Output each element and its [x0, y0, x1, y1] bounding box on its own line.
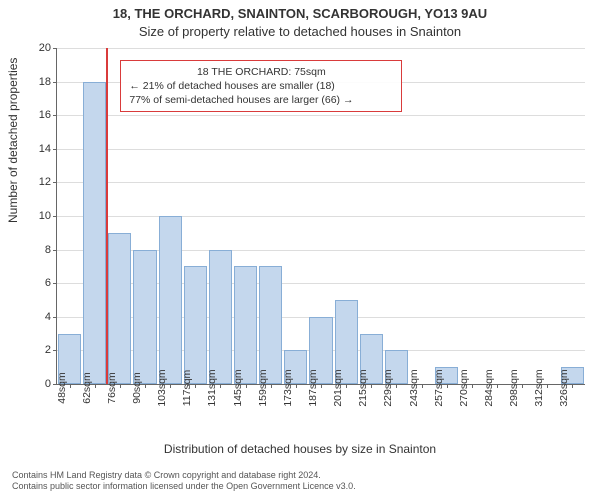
- attribution-line-1: Contains HM Land Registry data © Crown c…: [12, 470, 588, 481]
- histogram-bar: [209, 250, 232, 384]
- annotation-line: ← 21% of detached houses are smaller (18…: [129, 79, 393, 93]
- ytick-mark: [53, 82, 57, 83]
- xtick-label: 159sqm: [255, 369, 269, 406]
- histogram-bar: [234, 266, 257, 384]
- histogram-bar: [133, 250, 156, 384]
- ytick-mark: [53, 283, 57, 284]
- xtick-label: 173sqm: [280, 369, 294, 406]
- annotation-line: 18 THE ORCHARD: 75sqm: [129, 65, 393, 79]
- xtick-mark: [497, 384, 498, 388]
- xtick-label: 187sqm: [305, 369, 319, 406]
- xtick-label: 117sqm: [179, 370, 193, 407]
- xtick-mark: [296, 384, 297, 388]
- xtick-mark: [95, 384, 96, 388]
- annotation-box: 18 THE ORCHARD: 75sqm← 21% of detached h…: [120, 60, 402, 113]
- ytick-mark: [53, 350, 57, 351]
- xtick-label: 284sqm: [481, 369, 495, 406]
- xtick-label: 257sqm: [431, 369, 445, 406]
- xtick-label: 103sqm: [154, 369, 168, 406]
- ytick-label: 2: [45, 344, 51, 356]
- xtick-mark: [422, 384, 423, 388]
- xtick-mark: [396, 384, 397, 388]
- ytick-mark: [53, 182, 57, 183]
- chart-title-sub: Size of property relative to detached ho…: [0, 24, 600, 39]
- histogram-bar: [259, 266, 282, 384]
- xtick-label: 48sqm: [54, 372, 68, 404]
- xtick-mark: [547, 384, 548, 388]
- xtick-label: 215sqm: [355, 369, 369, 406]
- attribution-line-2: Contains public sector information licen…: [12, 481, 588, 492]
- histogram-bar: [83, 82, 106, 384]
- histogram-bar: [159, 216, 182, 384]
- xtick-label: 270sqm: [456, 369, 470, 406]
- xtick-mark: [572, 384, 573, 388]
- xtick-label: 298sqm: [506, 369, 520, 406]
- xtick-mark: [522, 384, 523, 388]
- ytick-label: 0: [45, 378, 51, 390]
- xtick-label: 201sqm: [330, 369, 344, 406]
- gridline-h: [57, 115, 585, 116]
- marker-line: [106, 48, 108, 384]
- xtick-mark: [346, 384, 347, 388]
- ytick-mark: [53, 250, 57, 251]
- ytick-label: 14: [39, 143, 51, 155]
- ytick-label: 4: [45, 311, 51, 323]
- ytick-label: 16: [39, 109, 51, 121]
- ytick-mark: [53, 317, 57, 318]
- gridline-h: [57, 48, 585, 49]
- histogram-bar: [108, 233, 131, 384]
- plot-area: 0246810121416182048sqm62sqm76sqm90sqm103…: [56, 48, 585, 385]
- chart-title-main: 18, THE ORCHARD, SNAINTON, SCARBOROUGH, …: [0, 6, 600, 21]
- xtick-label: 229sqm: [380, 369, 394, 406]
- xtick-mark: [371, 384, 372, 388]
- chart-container: 18, THE ORCHARD, SNAINTON, SCARBOROUGH, …: [0, 0, 600, 500]
- xtick-mark: [70, 384, 71, 388]
- y-axis-label: Number of detached properties: [6, 58, 20, 223]
- gridline-h: [57, 182, 585, 183]
- ytick-label: 6: [45, 277, 51, 289]
- xtick-mark: [170, 384, 171, 388]
- ytick-label: 18: [39, 76, 51, 88]
- xtick-mark: [321, 384, 322, 388]
- attribution-text: Contains HM Land Registry data © Crown c…: [12, 470, 588, 493]
- xtick-mark: [271, 384, 272, 388]
- gridline-h: [57, 216, 585, 217]
- ytick-mark: [53, 216, 57, 217]
- xtick-label: 90sqm: [129, 372, 143, 404]
- ytick-label: 12: [39, 176, 51, 188]
- xtick-label: 62sqm: [79, 372, 93, 404]
- xtick-label: 243sqm: [406, 369, 420, 406]
- xtick-mark: [246, 384, 247, 388]
- x-axis-label: Distribution of detached houses by size …: [0, 442, 600, 456]
- ytick-label: 10: [39, 210, 51, 222]
- annotation-line: 77% of semi-detached houses are larger (…: [129, 93, 393, 107]
- ytick-label: 8: [45, 244, 51, 256]
- ytick-mark: [53, 48, 57, 49]
- xtick-mark: [120, 384, 121, 388]
- ytick-label: 20: [39, 42, 51, 54]
- xtick-mark: [195, 384, 196, 388]
- ytick-mark: [53, 149, 57, 150]
- xtick-mark: [447, 384, 448, 388]
- xtick-label: 312sqm: [531, 369, 545, 406]
- xtick-label: 131sqm: [204, 369, 218, 406]
- gridline-h: [57, 149, 585, 150]
- xtick-label: 326sqm: [556, 369, 570, 406]
- xtick-mark: [220, 384, 221, 388]
- histogram-bar: [184, 266, 207, 384]
- xtick-mark: [145, 384, 146, 388]
- xtick-label: 145sqm: [230, 369, 244, 406]
- xtick-mark: [472, 384, 473, 388]
- ytick-mark: [53, 115, 57, 116]
